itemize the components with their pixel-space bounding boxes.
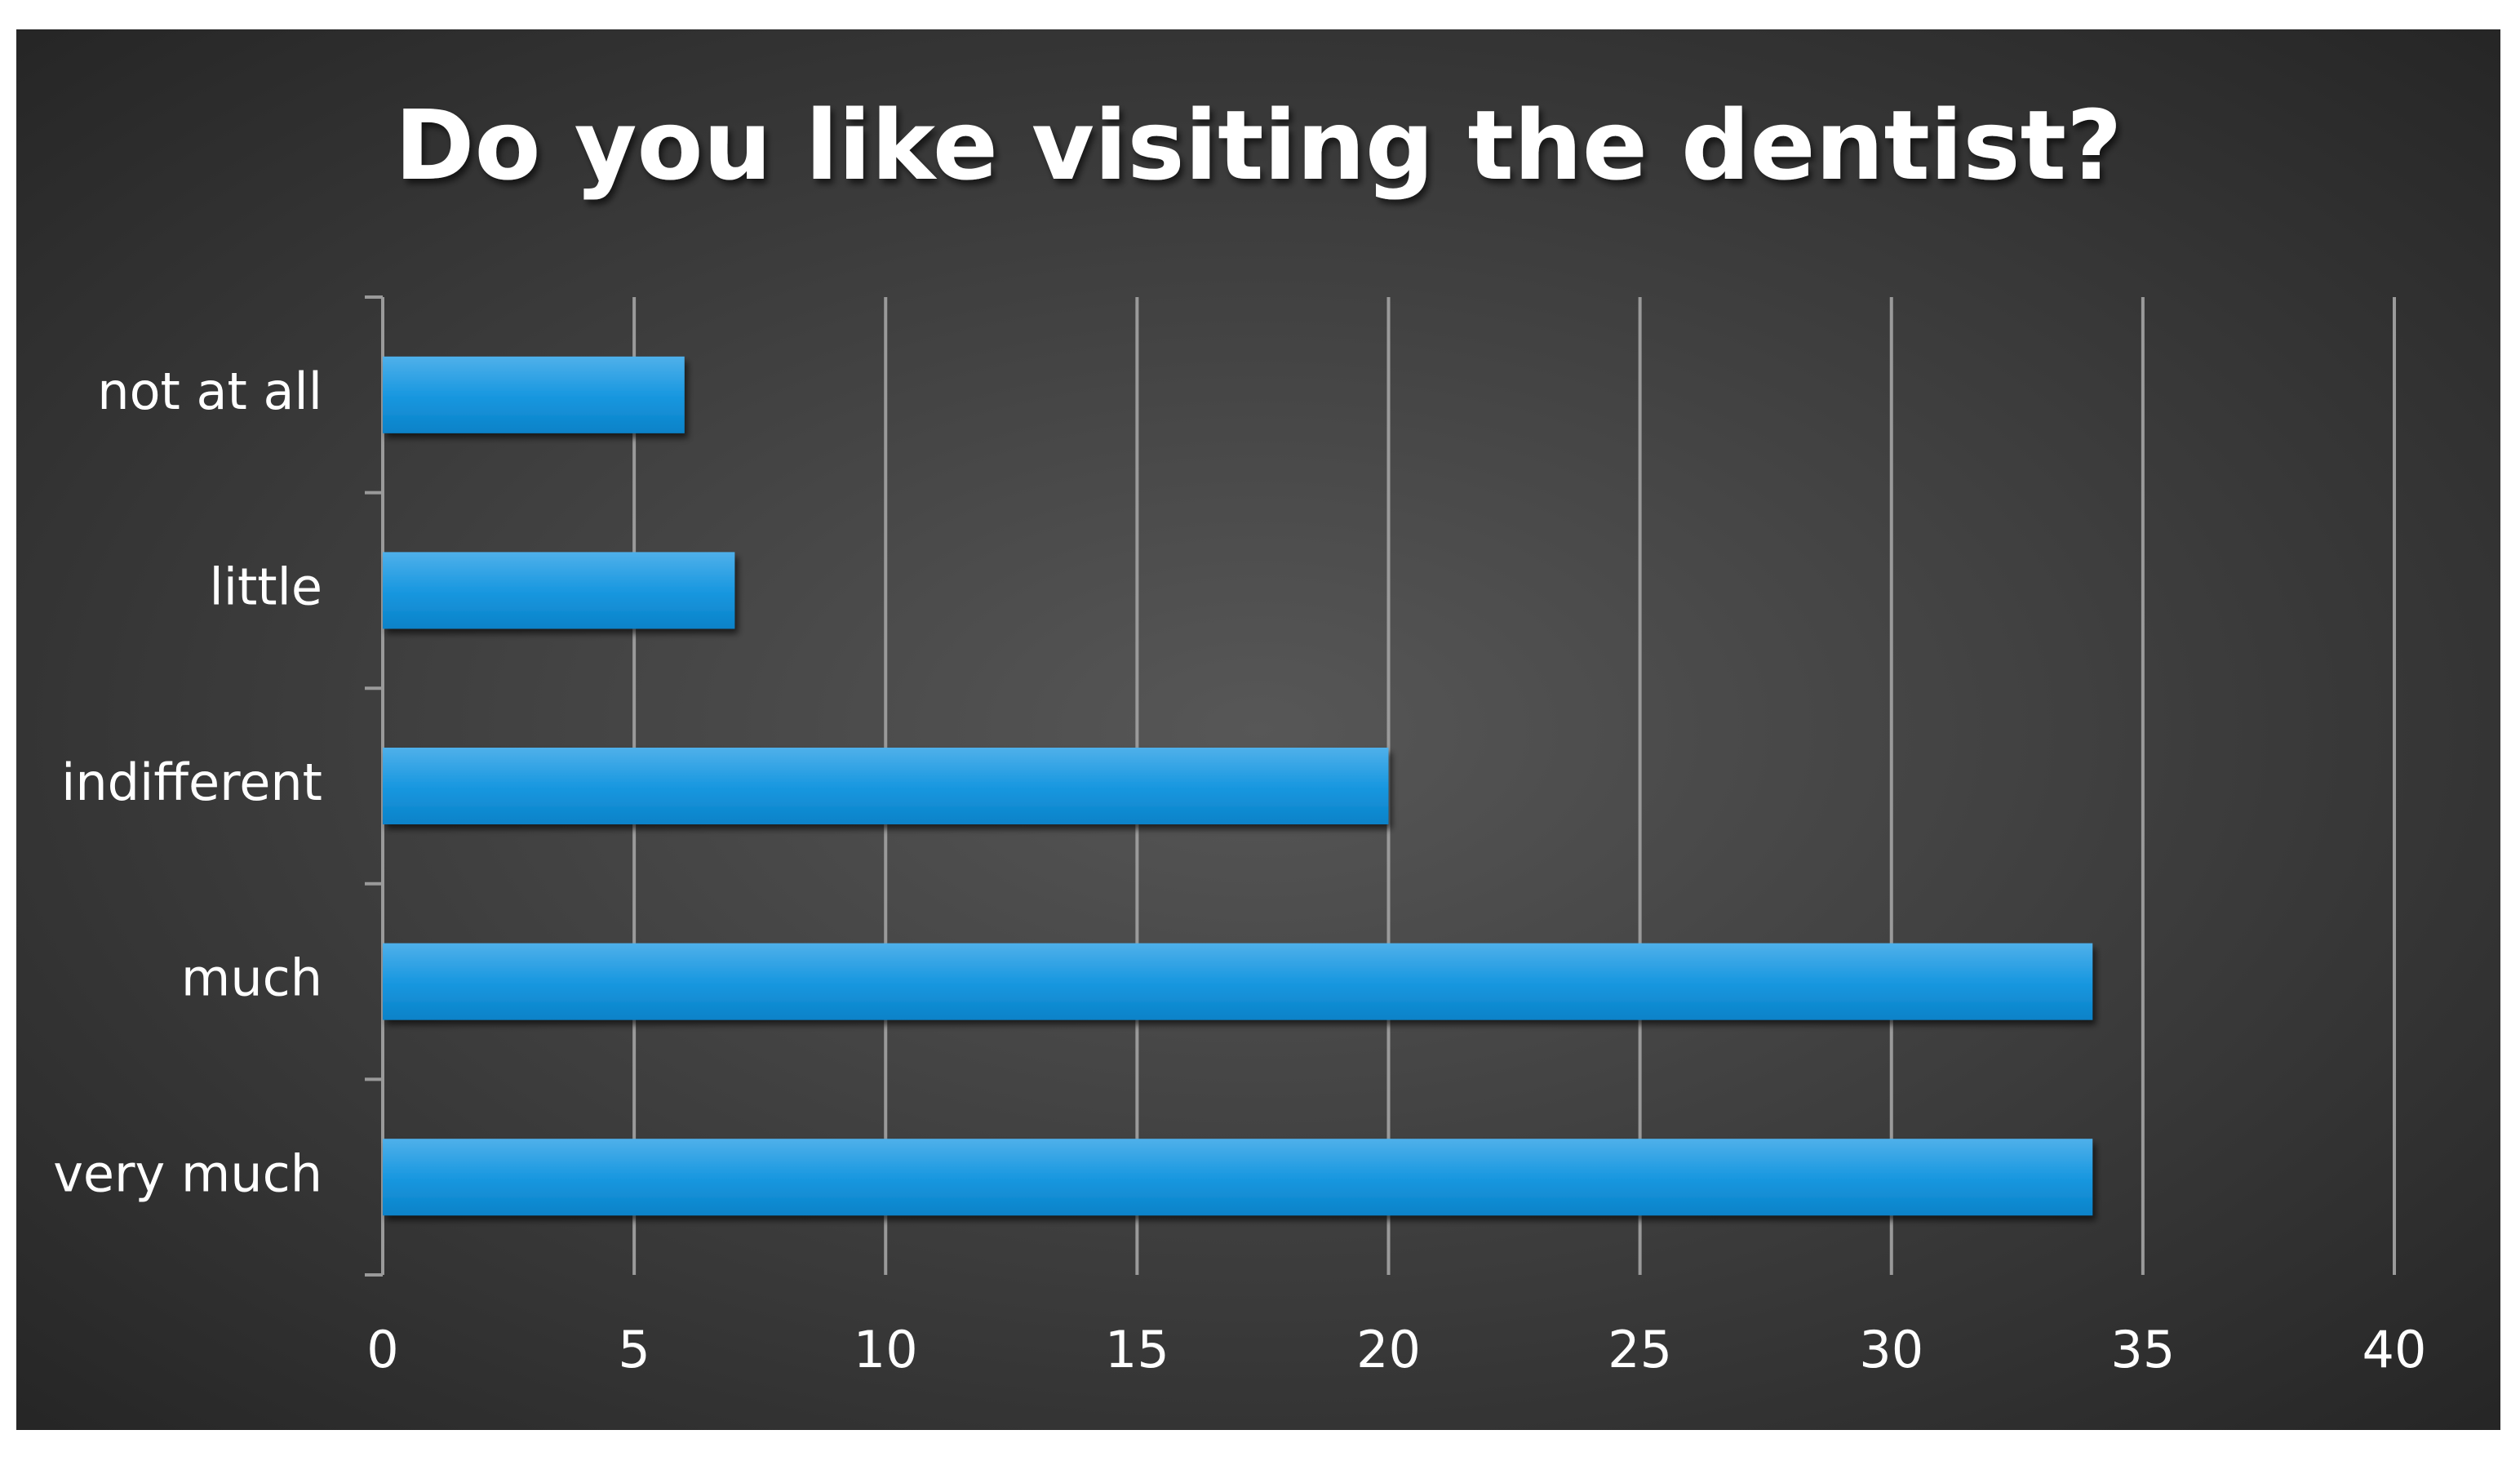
y-tick-label: much (181, 948, 322, 1008)
bar (383, 748, 1389, 824)
x-tick-label: 40 (2362, 1320, 2427, 1379)
x-tick-label: 35 (2110, 1320, 2175, 1379)
x-tick-label: 15 (1105, 1320, 1169, 1379)
x-tick-label: 5 (618, 1320, 650, 1379)
y-tick-label: very much (53, 1143, 322, 1203)
bar (383, 943, 2093, 1020)
x-tick-label: 25 (1608, 1320, 1672, 1379)
x-tick-label: 0 (366, 1320, 398, 1379)
y-tick-label: little (210, 557, 322, 616)
bar (383, 552, 735, 629)
y-tick-label: not at all (97, 362, 322, 421)
x-tick-label: 20 (1356, 1320, 1421, 1379)
bar (383, 1139, 2093, 1216)
y-tick-label: indifferent (61, 753, 322, 812)
x-tick-label: 10 (854, 1320, 918, 1379)
chart-title: Do you like visiting the dentist? (395, 89, 2123, 202)
bar (383, 356, 685, 433)
background (16, 29, 2500, 1430)
x-tick-label: 30 (1859, 1320, 1923, 1379)
